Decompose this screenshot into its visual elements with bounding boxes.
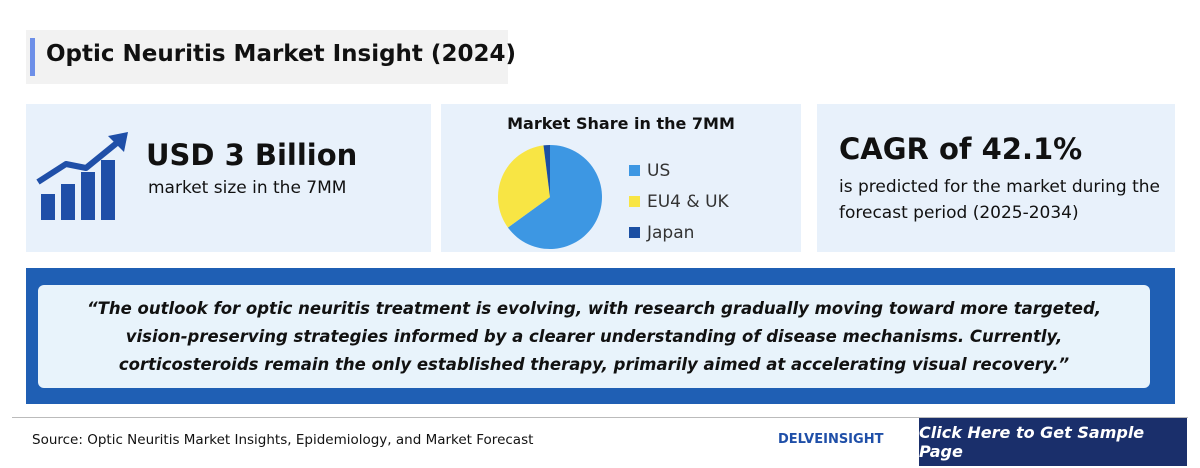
- title: Optic Neuritis Market Insight (2024): [46, 41, 516, 67]
- market-share-card: Market Share in the 7MM US EU4 & UK Japan: [441, 104, 801, 252]
- logo: DELVEINSIGHT: [778, 432, 884, 447]
- pie-slice: [507, 145, 602, 249]
- legend-swatch: [629, 227, 640, 238]
- legend-swatch: [629, 196, 640, 207]
- quote: “The outlook for optic neuritis treatmen…: [86, 298, 1102, 374]
- footer-rule: [12, 417, 1188, 418]
- cagr-card: CAGR of 42.1% is predicted for the marke…: [817, 104, 1175, 252]
- cagr-text: is predicted for the market during the f…: [839, 177, 1160, 223]
- quote-band: “The outlook for optic neuritis treatmen…: [26, 268, 1175, 404]
- market-size-text: market size in the 7MM: [148, 178, 347, 198]
- cagr-headline: CAGR of 42.1%: [839, 132, 1083, 166]
- chart-title: Market Share in the 7MM: [507, 114, 735, 133]
- legend-label: Japan: [646, 223, 694, 243]
- title-box: Optic Neuritis Market Insight (2024): [26, 30, 516, 84]
- pie-slice: [498, 145, 550, 228]
- market-size-card: USD 3 Billion market size in the 7MM: [26, 104, 431, 252]
- pie-slice: [543, 145, 550, 197]
- growth-icon: [36, 132, 128, 220]
- title-accent: [30, 38, 35, 76]
- market-size-headline: USD 3 Billion: [146, 138, 358, 172]
- sample-button[interactable]: Click Here to Get Sample Page: [919, 418, 1187, 466]
- legend-swatch: [629, 165, 640, 176]
- legend-label: US: [647, 161, 670, 181]
- source: Source: Optic Neuritis Market Insights, …: [32, 432, 534, 448]
- pie-chart: US EU4 & UK Japan: [498, 145, 730, 249]
- quote-box: “The outlook for optic neuritis treatmen…: [38, 285, 1150, 388]
- legend-label: EU4 & UK: [647, 192, 730, 212]
